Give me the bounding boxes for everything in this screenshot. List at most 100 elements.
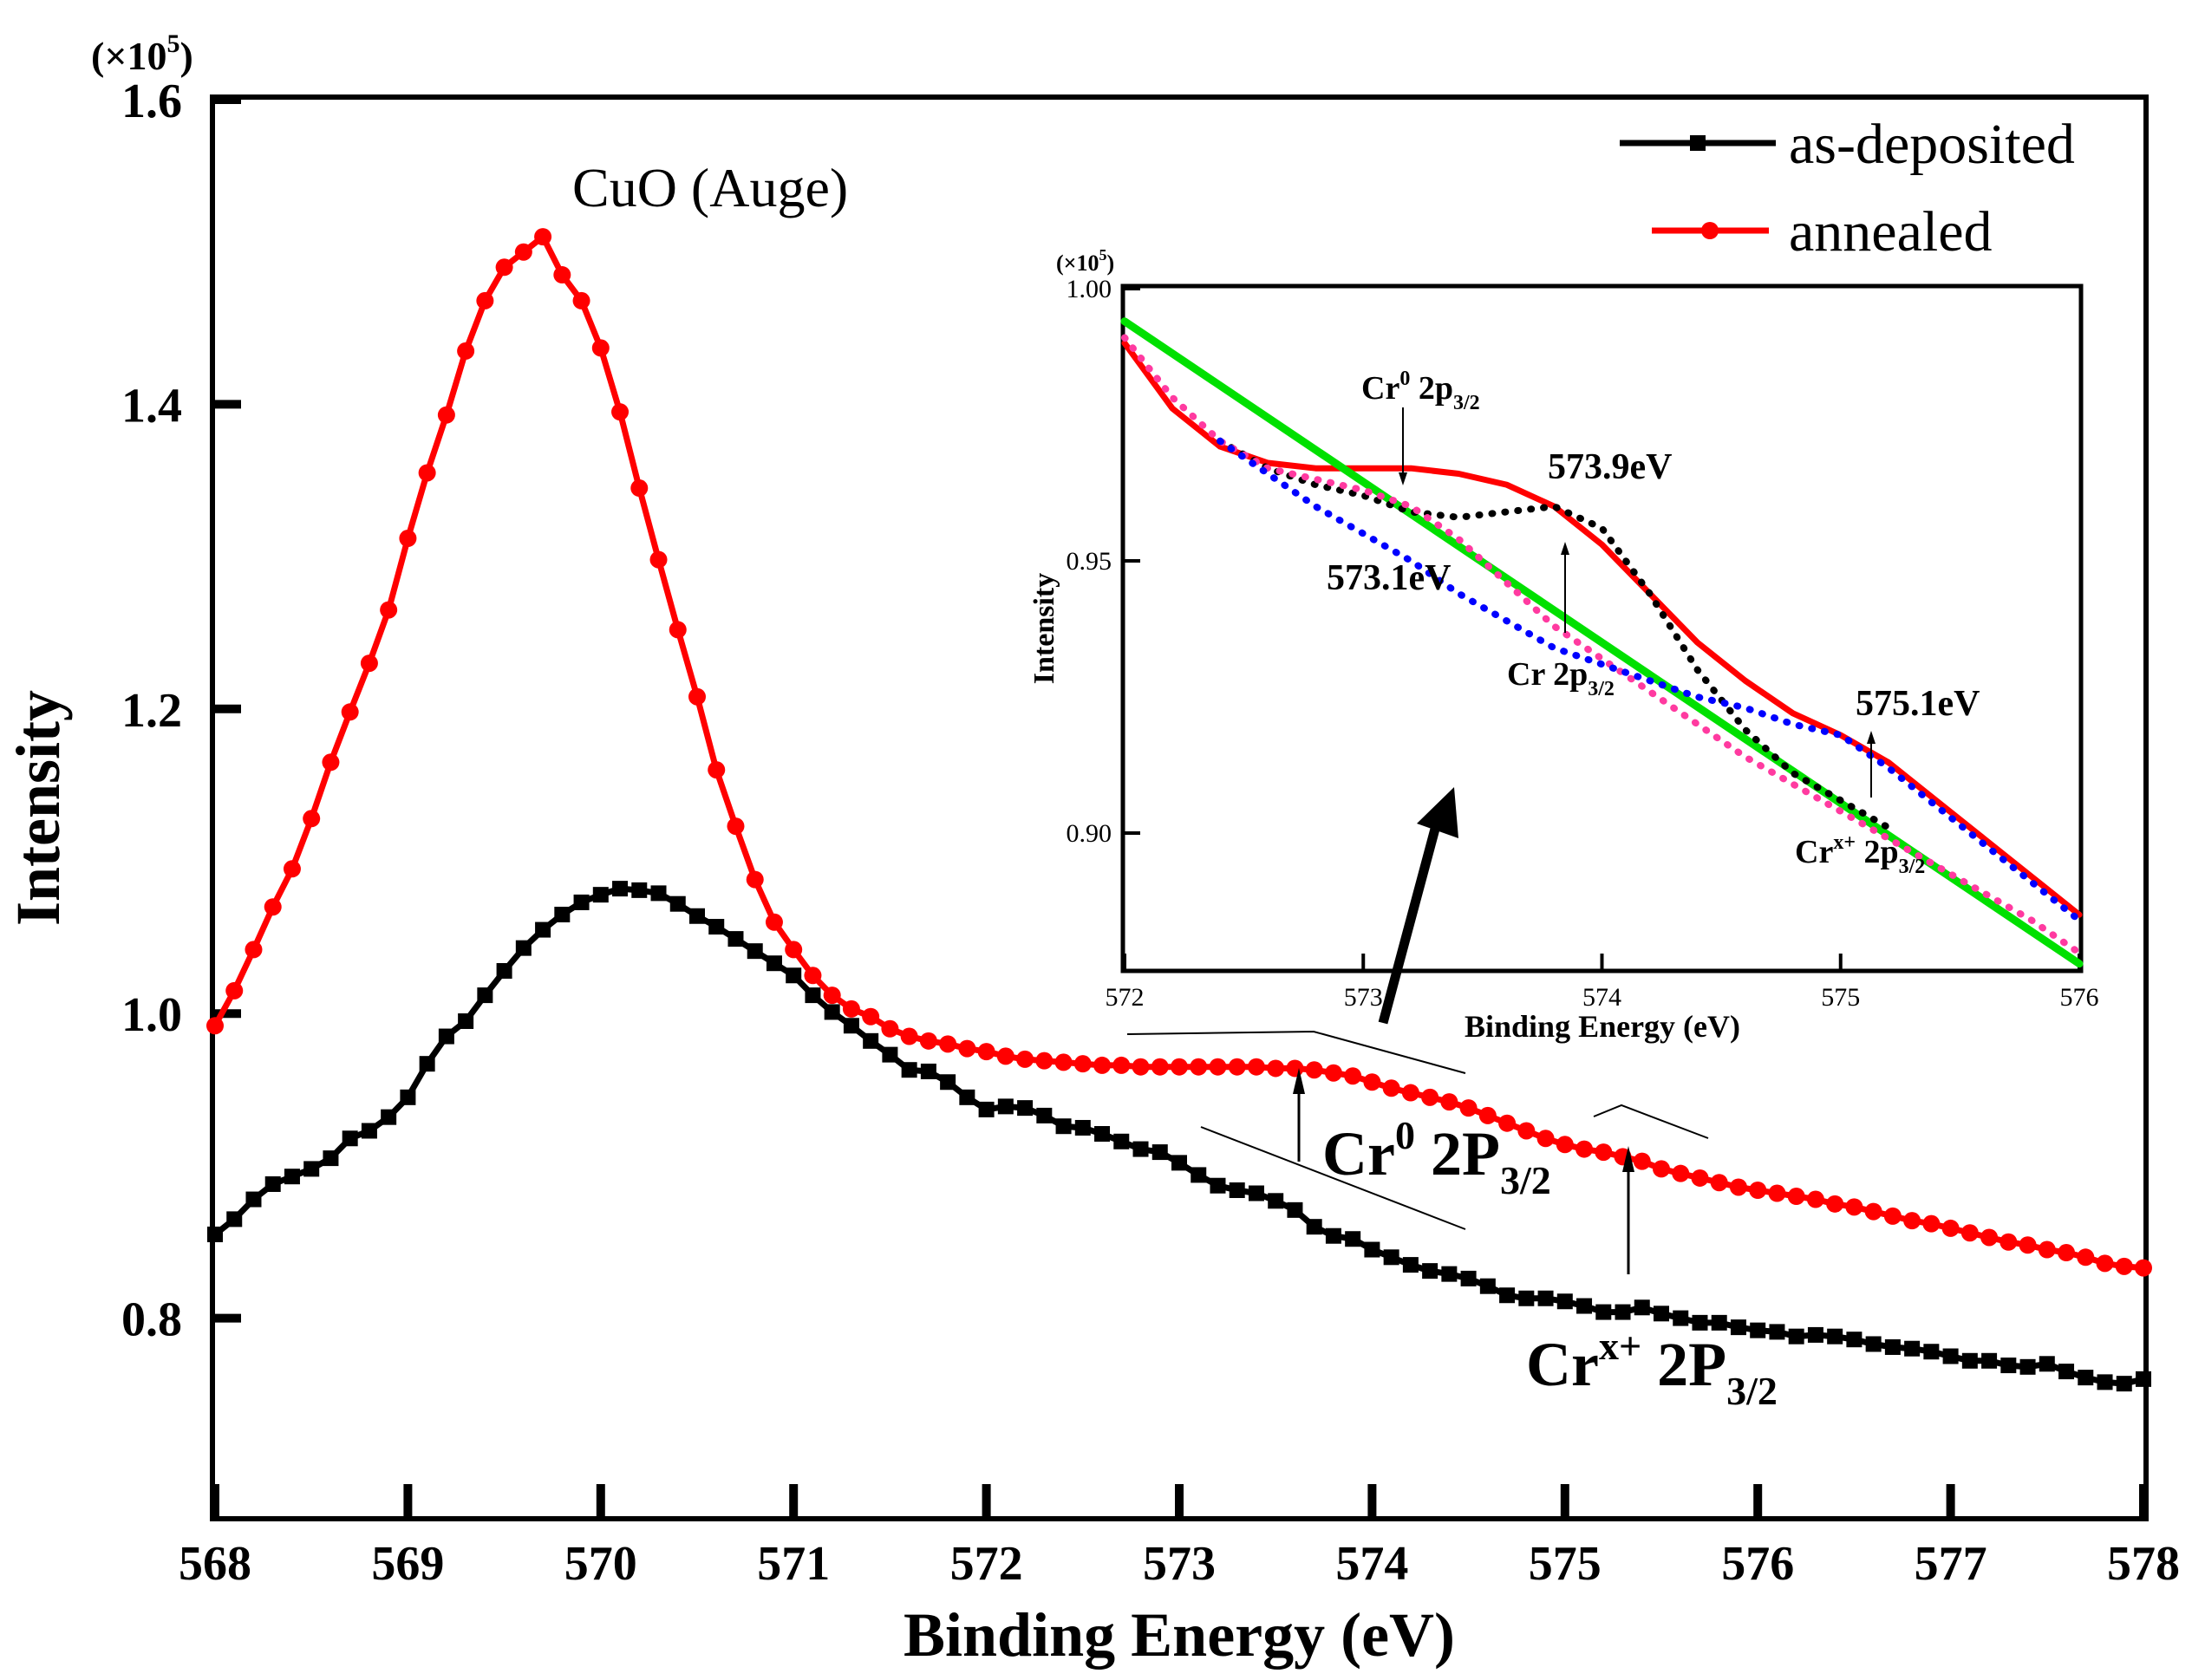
baseline-asdep	[1200, 1126, 1466, 1230]
inset-crx-arrow-head	[1867, 731, 1876, 744]
data-point-annealed	[264, 898, 282, 916]
data-point-annealed	[1151, 1058, 1169, 1076]
data-point-annealed	[303, 810, 321, 828]
data-point-as-deposited	[1981, 1352, 1998, 1369]
main-x-tick-label: 570	[564, 1537, 637, 1591]
data-point-annealed	[1421, 1088, 1439, 1106]
data-point-as-deposited	[786, 967, 802, 984]
data-point-as-deposited	[1576, 1298, 1593, 1314]
data-point-as-deposited	[1884, 1338, 1901, 1355]
data-point-as-deposited	[554, 906, 571, 922]
data-point-as-deposited	[535, 921, 551, 938]
inset-x-ticks: 572 573 574 575 576	[1106, 954, 2099, 1012]
data-point-annealed	[1363, 1073, 1381, 1091]
inset-y-multiplier-exp: 5	[1099, 246, 1106, 264]
data-point-as-deposited	[1730, 1319, 1746, 1336]
data-point-as-deposited	[1248, 1185, 1264, 1201]
inset-x-tick-label: 573	[1344, 983, 1383, 1012]
data-point-as-deposited	[381, 1109, 397, 1125]
data-point-annealed	[283, 860, 301, 878]
data-point-as-deposited	[592, 887, 609, 903]
inset-label-cr: Cr 2p3/2	[1507, 656, 1615, 700]
data-point-as-deposited	[1306, 1219, 1322, 1235]
data-point-annealed	[1768, 1184, 1786, 1202]
data-point-annealed	[1498, 1114, 1517, 1132]
data-point-as-deposited	[2136, 1371, 2151, 1387]
data-point-annealed	[1401, 1084, 1419, 1102]
data-point-annealed	[785, 941, 803, 959]
data-point-as-deposited	[843, 1018, 859, 1034]
data-point-annealed	[746, 870, 764, 889]
data-point-as-deposited	[1364, 1241, 1380, 1258]
data-point-as-deposited	[1904, 1340, 1921, 1357]
data-point-annealed	[1093, 1056, 1112, 1074]
data-point-as-deposited	[303, 1161, 320, 1177]
inset-x-tick-label: 575	[1821, 983, 1860, 1012]
data-point-as-deposited	[515, 940, 532, 956]
legend-label-as-deposited: as-deposited	[1789, 113, 2075, 176]
main-y-tick-label: 1.0	[121, 988, 182, 1042]
data-point-annealed	[1478, 1106, 1497, 1124]
data-point-as-deposited	[1499, 1287, 1516, 1304]
data-point-as-deposited	[1518, 1290, 1535, 1306]
data-point-as-deposited	[361, 1123, 377, 1139]
main-y-multiplier: (×105)	[91, 29, 193, 78]
data-point-annealed	[1382, 1079, 1400, 1097]
data-point-annealed	[1749, 1182, 1767, 1200]
legend: as-deposited annealed	[1620, 113, 2075, 264]
data-point-as-deposited	[226, 1211, 243, 1227]
data-point-annealed	[1922, 1214, 1941, 1233]
data-point-annealed	[1903, 1212, 1921, 1230]
data-point-annealed	[996, 1047, 1014, 1065]
crx-label: Crx+ 2P3/2	[1526, 1324, 1778, 1413]
data-point-annealed	[380, 601, 398, 619]
legend-marker-as-deposited	[1690, 135, 1706, 151]
data-point-as-deposited	[1479, 1278, 1496, 1294]
fit-baselines	[1126, 1030, 1709, 1230]
inset-series-cr0-2p3-2-peak	[1121, 334, 2083, 957]
data-point-annealed	[1344, 1067, 1362, 1085]
data-point-annealed	[2019, 1236, 2037, 1254]
inset-x-tick-label: 572	[1106, 983, 1145, 1012]
legend-marker-annealed	[1701, 222, 1719, 239]
data-point-annealed	[2135, 1259, 2152, 1277]
inset-series-cr0-component	[1217, 437, 1892, 831]
data-point-as-deposited	[1537, 1290, 1554, 1306]
data-point-as-deposited	[438, 1028, 454, 1045]
data-point-annealed	[823, 987, 841, 1005]
data-point-annealed	[399, 530, 417, 548]
data-point-annealed	[360, 654, 378, 673]
data-point-annealed	[1035, 1052, 1054, 1070]
data-point-as-deposited	[1807, 1326, 1823, 1343]
data-point-as-deposited	[669, 895, 686, 912]
data-point-as-deposited	[1846, 1332, 1863, 1348]
data-point-annealed	[341, 703, 359, 721]
data-point-as-deposited	[940, 1074, 956, 1091]
data-point-annealed	[1864, 1202, 1882, 1221]
data-point-annealed	[457, 342, 475, 360]
data-point-annealed	[611, 403, 630, 421]
data-point-annealed	[2115, 1257, 2133, 1275]
data-point-annealed	[1980, 1228, 1999, 1247]
cr0-label: Cr0 2P3/2	[1322, 1113, 1551, 1202]
data-point-annealed	[1440, 1093, 1458, 1111]
data-point-as-deposited	[1556, 1293, 1573, 1310]
series-as-deposited	[207, 881, 2151, 1392]
data-point-as-deposited	[1113, 1133, 1130, 1149]
data-point-as-deposited	[1036, 1107, 1053, 1123]
data-point-annealed	[862, 1007, 880, 1026]
data-point-annealed	[1228, 1058, 1246, 1076]
data-point-as-deposited	[1287, 1201, 1303, 1218]
main-y-axis-title: Intensity	[3, 690, 73, 926]
data-point-as-deposited	[245, 1191, 262, 1208]
data-point-as-deposited	[1094, 1125, 1111, 1142]
data-point-as-deposited	[2000, 1358, 2017, 1374]
data-point-annealed	[2096, 1254, 2114, 1273]
data-point-annealed	[1653, 1160, 1670, 1178]
legend-label-annealed: annealed	[1789, 200, 1993, 264]
data-point-as-deposited	[2019, 1358, 2036, 1375]
data-point-as-deposited	[323, 1150, 339, 1167]
data-point-as-deposited	[477, 987, 493, 1004]
data-point-as-deposited	[1210, 1177, 1226, 1194]
